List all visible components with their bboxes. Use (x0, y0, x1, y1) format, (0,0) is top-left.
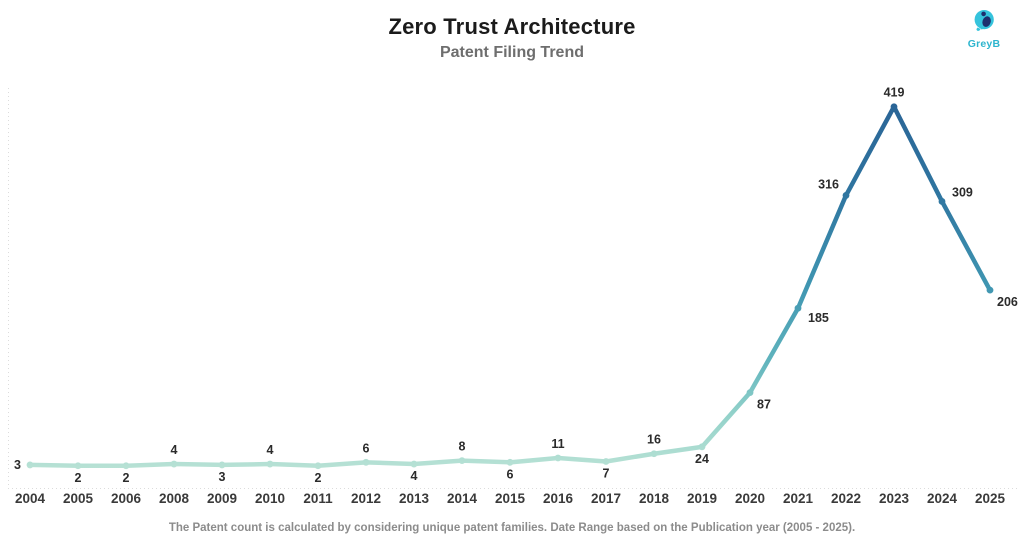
x-tick-label: 2011 (303, 491, 333, 506)
x-tick-label: 2013 (399, 491, 430, 506)
x-tick-label: 2020 (735, 491, 765, 506)
x-tick-label: 2004 (15, 491, 46, 506)
x-tick-label: 2009 (207, 491, 237, 506)
data-label: 7 (603, 466, 610, 480)
x-tick-label: 2017 (591, 491, 621, 506)
footnote: The Patent count is calculated by consid… (168, 522, 856, 534)
chart-subtitle: Patent Filing Trend (439, 44, 584, 61)
x-tick-label: 2012 (351, 491, 381, 506)
data-label: 6 (363, 441, 370, 455)
data-label: 206 (997, 295, 1018, 309)
data-label: 309 (952, 185, 973, 199)
x-tick-label: 2018 (639, 491, 670, 506)
x-tick-label: 2019 (687, 491, 717, 506)
greyb-logo: GreyB (958, 8, 1010, 50)
data-label: 6 (507, 467, 514, 481)
data-label: 2 (75, 471, 82, 485)
data-label: 185 (808, 311, 829, 325)
data-label: 87 (757, 398, 771, 412)
x-tick-label: 2005 (63, 491, 94, 506)
x-tick-label: 2021 (783, 491, 814, 506)
x-tick-label: 2025 (975, 491, 1006, 506)
data-label: 3 (219, 470, 226, 484)
data-label: 16 (647, 433, 661, 447)
data-label: 11 (551, 437, 564, 451)
data-label: 2 (315, 471, 322, 485)
data-label: 8 (459, 440, 466, 454)
data-label: 3 (14, 458, 21, 472)
data-label: 24 (695, 452, 709, 466)
x-tick-label: 2008 (159, 491, 190, 506)
x-tick-label: 2014 (447, 491, 478, 506)
data-label: 4 (171, 443, 178, 457)
x-tick-label: 2006 (111, 491, 142, 506)
x-tick-label: 2010 (255, 491, 285, 506)
x-tick-label: 2015 (495, 491, 526, 506)
chart-header: Zero Trust Architecture Patent Filing Tr… (0, 14, 1024, 62)
data-label: 4 (267, 443, 274, 457)
x-tick-label: 2016 (543, 491, 574, 506)
greyb-logo-text: GreyB (967, 38, 1001, 50)
data-label: 4 (411, 469, 418, 483)
x-tick-label: 2022 (831, 491, 861, 506)
x-tick-label: 2024 (927, 491, 958, 506)
data-label: 316 (818, 177, 839, 191)
greyb-logo-icon (974, 10, 994, 31)
data-label: 2 (123, 471, 130, 485)
x-tick-label: 2023 (879, 491, 910, 506)
chart-title: Zero Trust Architecture (388, 14, 636, 39)
data-label: 419 (884, 86, 905, 100)
